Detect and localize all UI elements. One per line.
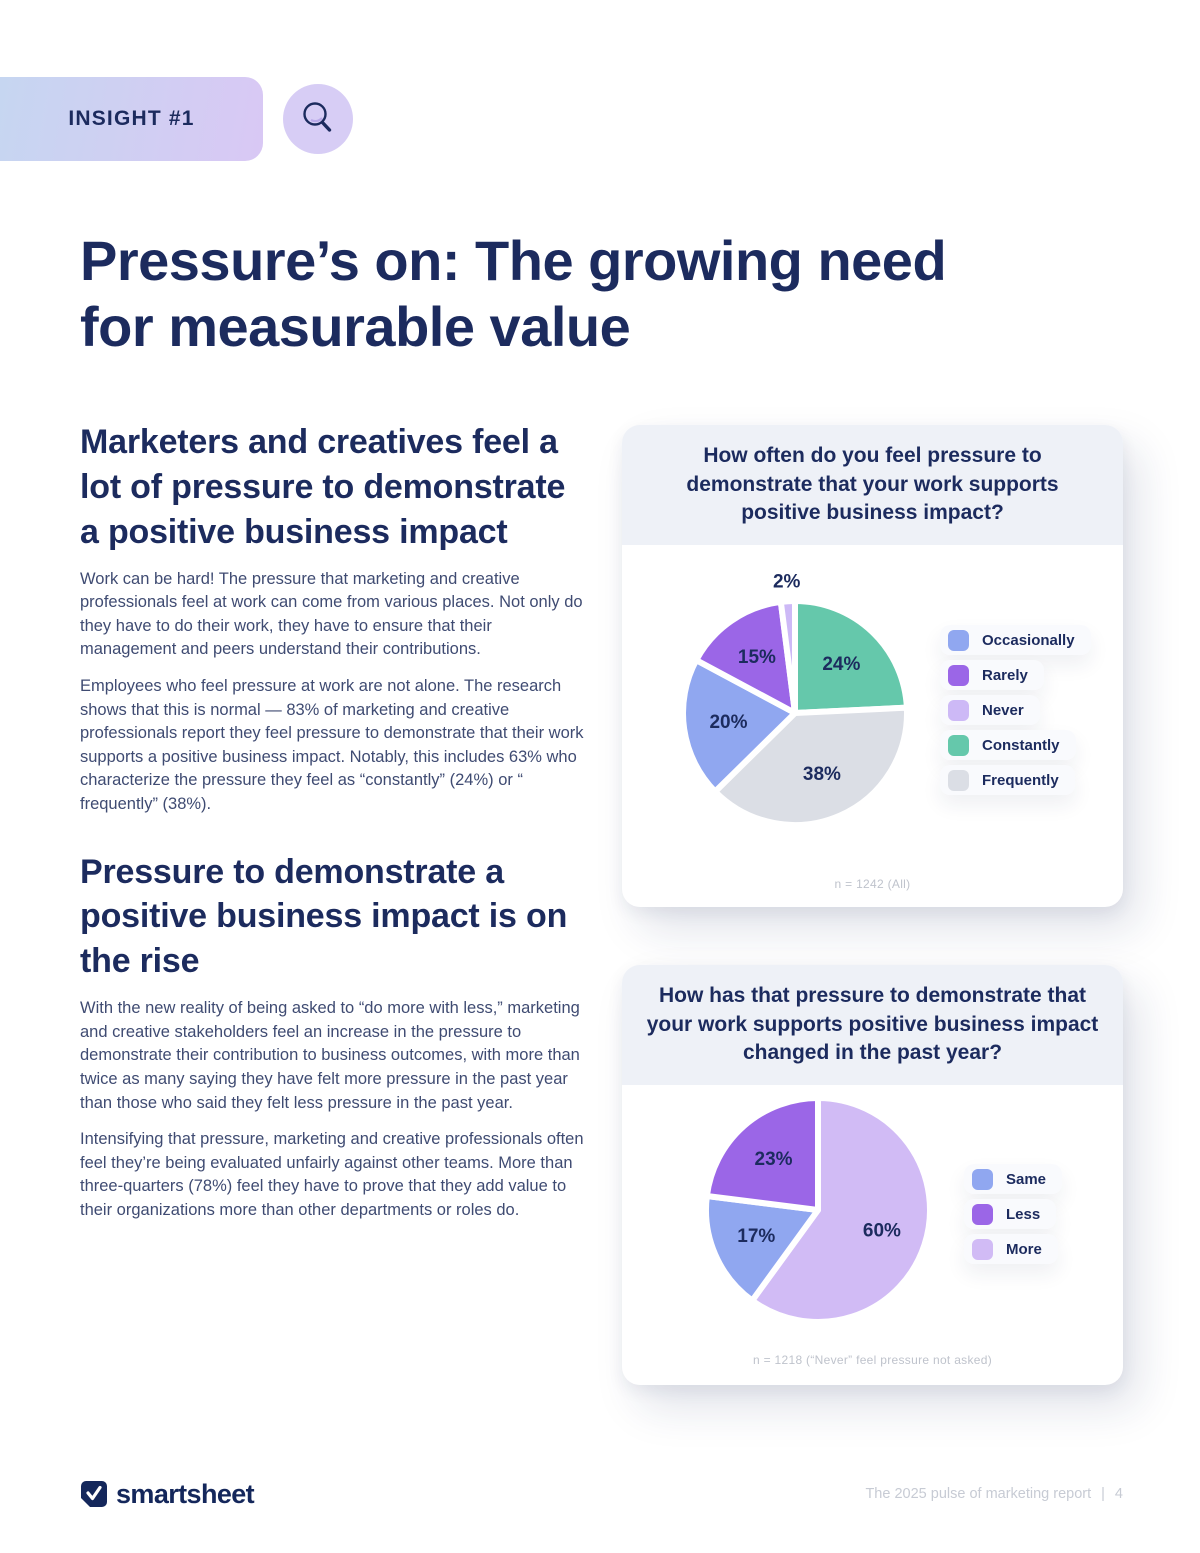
legend-swatch — [948, 734, 969, 756]
legend-item-rarely: Rarely — [940, 660, 1044, 690]
chart-card-1-header: How often do you feel pressure to demons… — [622, 425, 1123, 545]
legend-swatch — [972, 1238, 993, 1260]
pie-value-label-more: 60% — [863, 1220, 901, 1241]
pie-value-label-same: 17% — [737, 1226, 775, 1247]
legend-swatch — [948, 699, 969, 721]
smartsheet-wordmark: smartsheet — [116, 1478, 255, 1509]
legend-label: Same — [1006, 1170, 1047, 1188]
legend-item-occasionally: Occasionally — [940, 625, 1091, 655]
chart-1-legend: Occasionally Rarely Never Constantly Frequen… — [940, 625, 1091, 800]
smartsheet-logo-icon — [81, 1481, 107, 1507]
pie-value-label-occasionally: 20% — [709, 712, 747, 733]
legend-label: Occasionally — [982, 631, 1075, 649]
pie-slice-more — [749, 1095, 933, 1325]
pie-value-label-constantly: 24% — [822, 654, 860, 675]
legend-label: Frequently — [982, 771, 1059, 789]
legend-swatch — [948, 769, 969, 791]
section-2-paragraph-2: Intensifying that pressure, marketing an… — [80, 1130, 584, 1219]
legend-label: Never — [982, 701, 1024, 719]
legend-swatch — [948, 664, 969, 686]
pie-value-label-frequently: 38% — [803, 764, 841, 785]
smartsheet-logo: smartsheet — [80, 1478, 255, 1510]
chart-2-legend: Same Less More — [964, 1164, 1063, 1269]
pie-value-label-rarely: 15% — [738, 647, 776, 668]
insight-badge-label: INSIGHT #1 — [68, 107, 195, 130]
page-footer: smartsheet The 2025 pulse of marketing r… — [80, 1476, 1123, 1512]
footer-page-number: 4 — [1114, 1486, 1123, 1502]
legend-item-more: More — [964, 1234, 1058, 1264]
legend-item-constantly: Constantly — [940, 730, 1076, 760]
section-heading-1: Marketers and creatives feel a lot of pr… — [80, 423, 566, 551]
pie-chart-change: 60% 17% 23% — [688, 1080, 948, 1340]
pie-slice-rarely — [693, 598, 798, 716]
chart-2-sample-note: n = 1218 (“Never” feel pressure not aske… — [752, 1353, 993, 1367]
legend-item-less: Less — [964, 1199, 1057, 1229]
legend-swatch — [972, 1168, 993, 1190]
legend-item-same: Same — [964, 1164, 1063, 1194]
chart-card-pressure-change: How has that pressure to demonstrate tha… — [622, 965, 1123, 1385]
chart-1-sample-note: n = 1242 (All) — [834, 877, 911, 891]
footer-report-info: The 2025 pulse of marketing report | 4 — [865, 1486, 1123, 1502]
magnifier-icon — [303, 102, 332, 132]
legend-item-frequently: Frequently — [940, 765, 1075, 795]
section-1-paragraph-1: Work can be hard! The pressure that mark… — [80, 569, 583, 659]
section-2-paragraph-1: With the new reality of being asked to “… — [80, 999, 580, 1112]
pie-slice-frequently — [712, 704, 910, 828]
legend-swatch — [948, 629, 969, 651]
footer-report-title: The 2025 pulse of marketing report — [865, 1486, 1092, 1502]
chart-1-title: How often do you feel pressure to demons… — [686, 444, 1059, 525]
chart-2-title: How has that pressure to demonstrate tha… — [646, 984, 1099, 1065]
pie-value-label-never: 2% — [773, 572, 801, 593]
legend-label: Constantly — [982, 736, 1060, 754]
legend-label: Less — [1006, 1205, 1041, 1223]
page-title: Pressure’s on: The growing need for meas… — [80, 229, 947, 358]
body-text-column: Marketers and creatives feel a lot of pr… — [80, 420, 587, 1236]
chart-card-pressure-frequency: How often do you feel pressure to demons… — [622, 425, 1123, 907]
legend-label: Rarely — [982, 666, 1028, 684]
pie-slice-less — [703, 1095, 821, 1213]
pie-value-label-less: 23% — [755, 1149, 793, 1170]
pie-slice-never — [777, 598, 798, 716]
section-1-paragraph-2: Employees who feel pressure at work are … — [80, 677, 584, 813]
pie-slice-occasionally — [680, 657, 798, 795]
legend-item-never: Never — [940, 695, 1040, 725]
footer-divider: | — [1101, 1486, 1105, 1502]
magnifier-icon-circle — [283, 84, 353, 154]
pie-slice-constantly — [792, 598, 910, 716]
pie-chart-frequency: 24% 38% 20% 15% 2% — [665, 572, 925, 843]
legend-label: More — [1006, 1240, 1042, 1258]
legend-swatch — [972, 1203, 993, 1225]
pie-slice-same — [703, 1192, 821, 1304]
section-heading-2: Pressure to demonstrate a positive busin… — [80, 852, 568, 981]
chart-card-2-header: How has that pressure to demonstrate tha… — [622, 965, 1123, 1085]
insight-badge: INSIGHT #1 — [0, 77, 263, 161]
